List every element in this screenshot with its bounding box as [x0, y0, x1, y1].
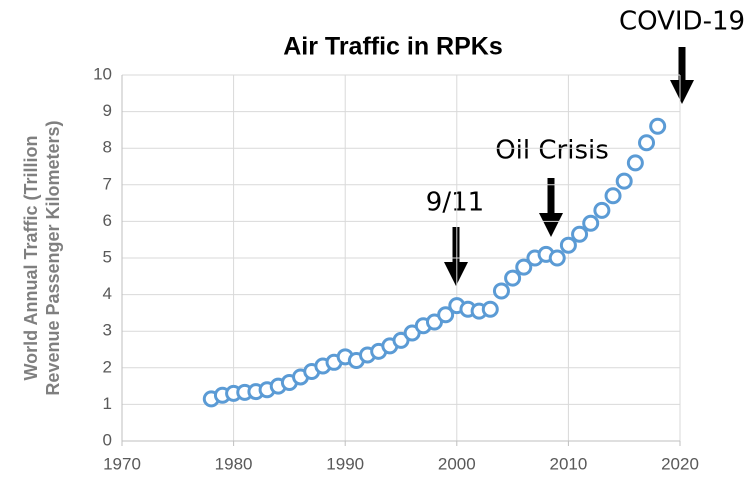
chart-title: Air Traffic in RPKs: [283, 33, 503, 61]
y-tick-label: 3: [103, 321, 112, 340]
marker: [604, 187, 622, 205]
marker: [626, 154, 644, 172]
y-tick-label: 6: [103, 211, 112, 230]
marker: [593, 201, 611, 219]
arrow: [444, 227, 468, 286]
y-tick-label: 5: [103, 247, 112, 266]
marker: [492, 282, 510, 300]
marker: [582, 214, 600, 232]
arrow: [539, 178, 563, 237]
x-tick-label: 2020: [661, 454, 699, 473]
marker: [649, 117, 667, 135]
annotation: 9/11: [426, 188, 484, 218]
x-tick-label: 1990: [326, 454, 364, 473]
y-tick-label: 7: [103, 174, 112, 193]
marker: [615, 172, 633, 190]
annotation: Oil Crisis: [495, 136, 609, 166]
y-tick-label: 0: [103, 430, 112, 449]
annotation: COVID-19: [619, 7, 745, 37]
x-tick-label: 1970: [103, 454, 141, 473]
marker: [559, 236, 577, 254]
y-axis-label: World Annual Traffic (Trillion Revenue P…: [21, 120, 63, 395]
y-tick-label: 4: [103, 284, 112, 303]
marker: [548, 249, 566, 267]
marker: [638, 134, 656, 152]
y-tick-label: 10: [93, 64, 112, 83]
x-tick-label: 1980: [215, 454, 253, 473]
y-tick-label: 8: [103, 138, 112, 157]
y-axis-label-line: Revenue Passenger Kilometers): [43, 120, 63, 395]
x-tick-label: 2000: [438, 454, 476, 473]
y-axis-label-line: World Annual Traffic (Trillion: [21, 135, 41, 380]
marker: [437, 306, 455, 324]
marker: [515, 258, 533, 276]
marker: [504, 269, 522, 287]
marker: [481, 300, 499, 318]
y-tick-label: 2: [103, 357, 112, 376]
marker: [571, 225, 589, 243]
x-tick-label: 2010: [549, 454, 587, 473]
y-tick-label: 9: [103, 101, 112, 120]
arrow: [670, 47, 694, 104]
y-tick-label: 1: [103, 394, 112, 413]
